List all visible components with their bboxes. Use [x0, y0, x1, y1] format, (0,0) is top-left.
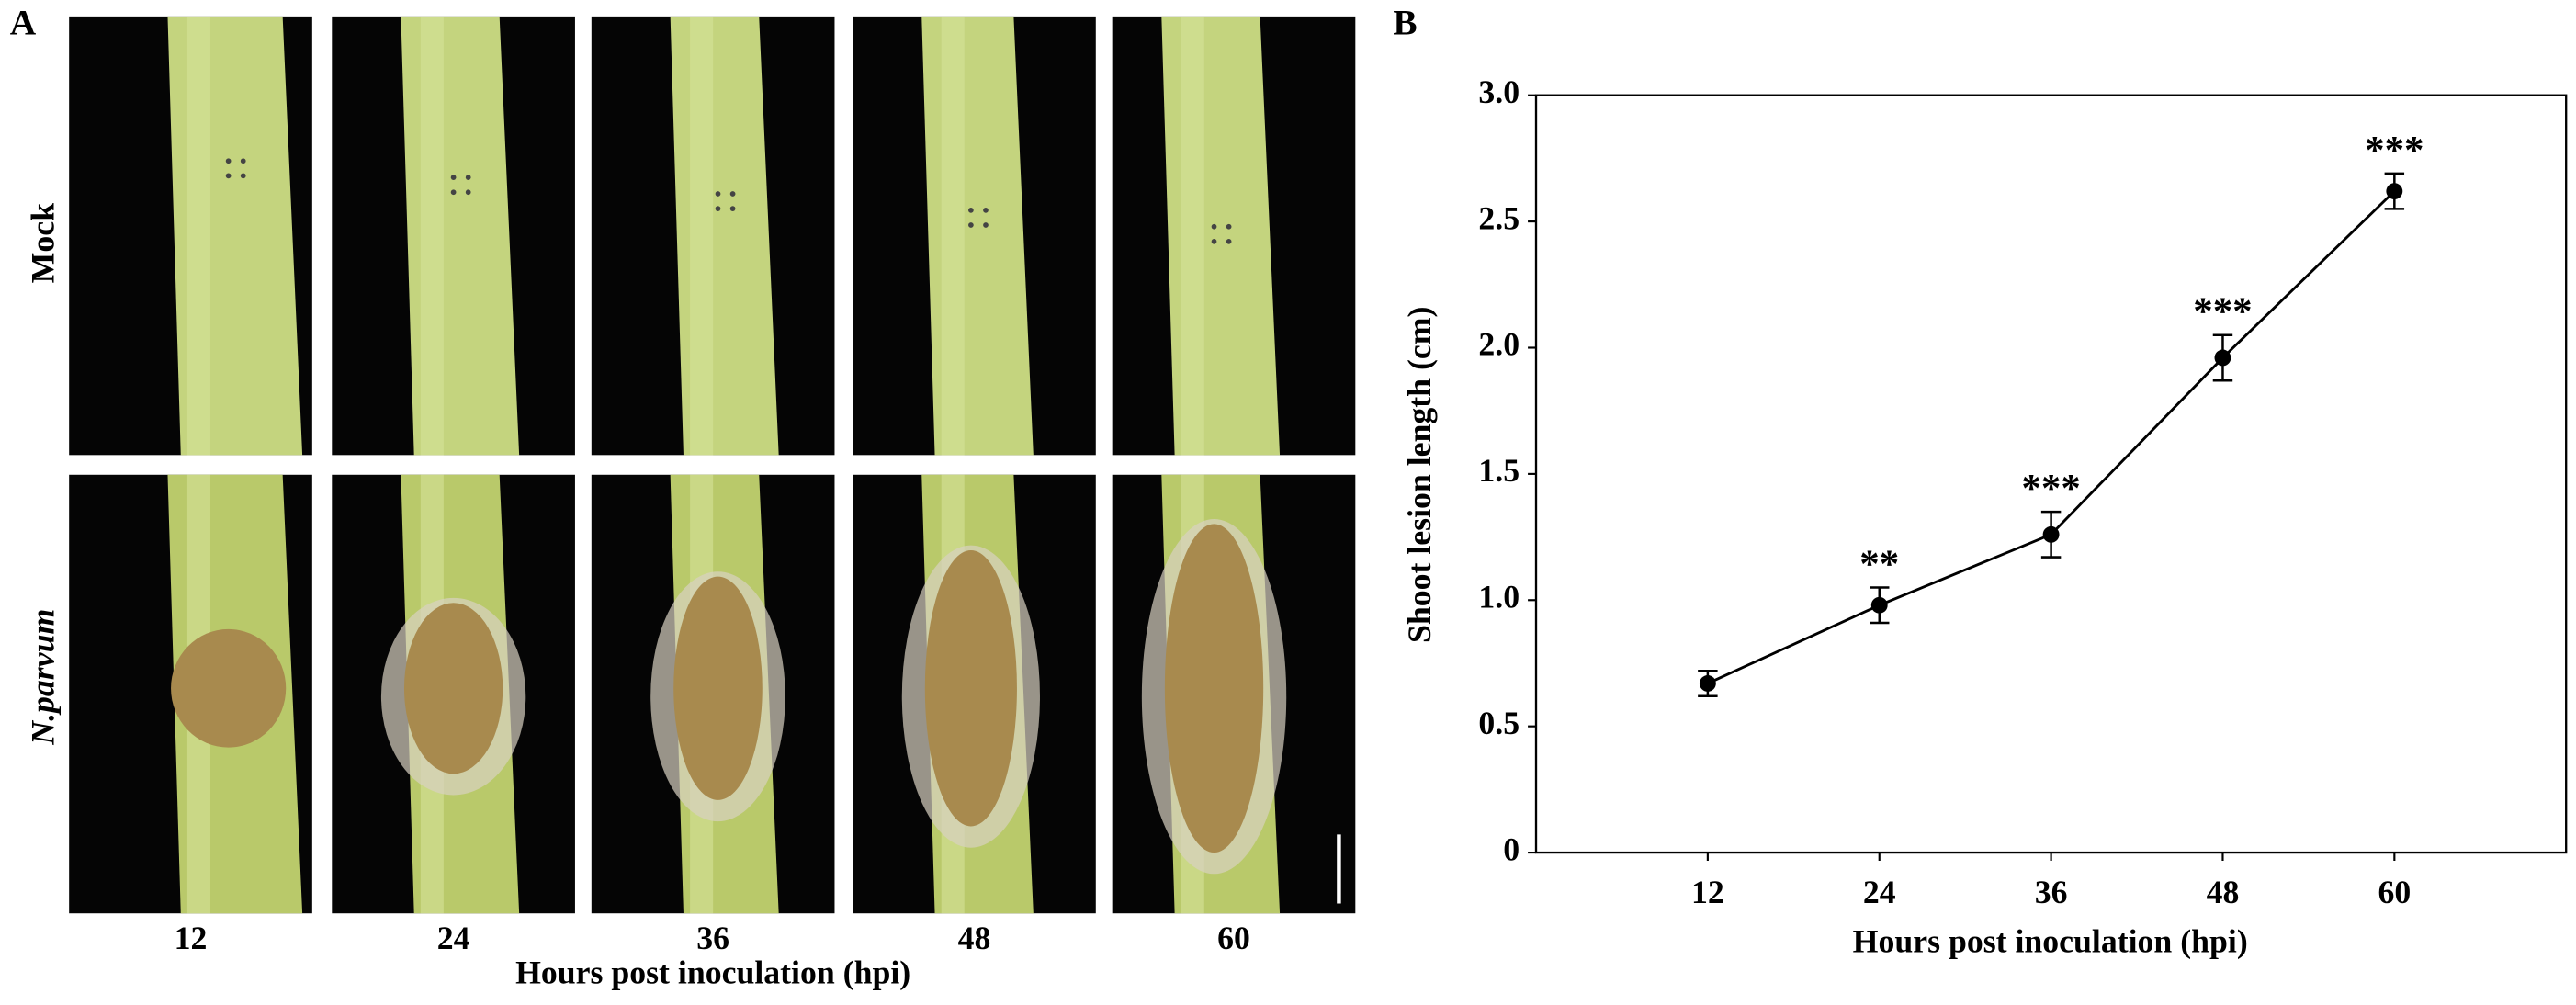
inoculation-dot: [1211, 223, 1217, 230]
inoculation-dot: [1226, 238, 1232, 244]
x-tick-label: 12: [1691, 874, 1724, 910]
stem-highlight: [186, 16, 210, 456]
inoculation-dot: [1226, 223, 1232, 230]
significance-label: **: [1859, 543, 1899, 586]
significance-label: ***: [2193, 290, 2252, 333]
lesion: [171, 628, 287, 748]
inoculation-dot: [225, 158, 232, 164]
photo-panel: [69, 16, 1356, 914]
data-point: [2214, 349, 2231, 367]
y-tick-label: 1.5: [1478, 452, 1520, 489]
x-tick-label: 24: [437, 920, 470, 956]
x-tick-label: 12: [175, 920, 208, 956]
y-tick-label: 2.5: [1478, 199, 1520, 236]
stem: [921, 16, 1034, 456]
x-tick-label: 36: [696, 920, 729, 956]
inoculation-dot: [450, 189, 457, 196]
inoculation-dot: [729, 191, 736, 197]
stem-highlight: [1181, 16, 1204, 456]
inoculation-dot: [729, 206, 736, 211]
lesion: [924, 550, 1017, 827]
inoculation-dot: [715, 206, 721, 211]
x-tick-label: 60: [1217, 920, 1250, 956]
stem-highlight: [690, 16, 714, 456]
x-tick-label: 24: [1863, 874, 1896, 910]
x-axis-label: Hours post inoculation (hpi): [515, 954, 910, 990]
stem-highlight: [941, 16, 965, 456]
stem: [401, 16, 520, 456]
y-tick-label: 2.0: [1478, 326, 1520, 363]
inoculation-dot: [968, 208, 974, 213]
data-line: [1707, 190, 2396, 685]
panel-label: B: [1393, 3, 1417, 43]
row-label: Mock: [24, 203, 61, 283]
significance-label: ***: [2021, 467, 2080, 510]
x-tick-label: 36: [2035, 874, 2068, 910]
inoculation-dot: [1211, 238, 1217, 244]
y-tick-label: 3.0: [1478, 73, 1520, 110]
x-tick-label: 60: [2378, 874, 2411, 910]
inoculation-dot: [225, 173, 232, 179]
stem: [1161, 16, 1281, 456]
y-tick-label: 0: [1503, 830, 1520, 867]
inoculation-dot: [715, 191, 721, 197]
y-tick-label: 1.0: [1478, 578, 1520, 615]
inoculation-dot: [240, 173, 246, 179]
x-axis-label: Hours post inoculation (hpi): [1853, 922, 2248, 959]
inoculation-dot: [968, 222, 974, 228]
inoculation-dot: [983, 208, 989, 213]
inoculation-dot: [465, 175, 471, 180]
panel-label: A: [10, 3, 37, 43]
inoculation-dot: [465, 189, 471, 196]
data-point: [1699, 675, 1716, 692]
x-tick-label: 48: [2207, 874, 2240, 910]
data-point: [1870, 596, 1888, 614]
data-point: [2386, 183, 2403, 200]
significance-label: ***: [2365, 129, 2423, 172]
stem-highlight: [420, 16, 444, 456]
y-tick-label: 0.5: [1478, 705, 1520, 741]
inoculation-dot: [983, 222, 989, 228]
inoculation-dot: [450, 175, 457, 180]
lesion: [673, 576, 763, 800]
row-label: N.parvum: [24, 609, 61, 746]
x-tick-label: 48: [958, 920, 991, 956]
lesion: [1164, 524, 1264, 853]
lesion: [403, 603, 503, 774]
y-axis-label: Shoot lesion length (cm): [1401, 307, 1438, 643]
data-point: [2042, 525, 2060, 543]
inoculation-dot: [240, 158, 246, 164]
